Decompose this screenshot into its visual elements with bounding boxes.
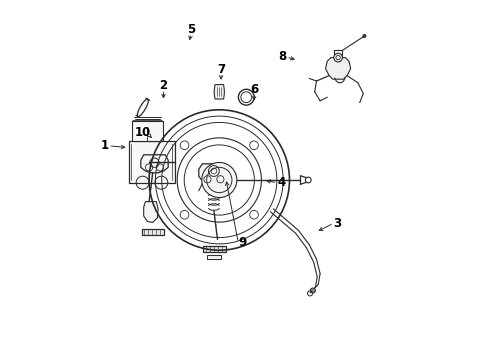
Text: 2: 2: [159, 79, 167, 92]
Circle shape: [333, 53, 342, 62]
Polygon shape: [142, 229, 163, 235]
Polygon shape: [141, 155, 168, 173]
Polygon shape: [325, 58, 350, 79]
Polygon shape: [128, 141, 175, 183]
Polygon shape: [206, 255, 221, 259]
Text: 10: 10: [135, 126, 151, 139]
Text: 8: 8: [278, 50, 286, 63]
Text: 1: 1: [101, 139, 109, 152]
Circle shape: [362, 35, 365, 37]
Polygon shape: [203, 246, 226, 252]
Polygon shape: [143, 202, 158, 222]
Polygon shape: [132, 121, 163, 141]
Text: 9: 9: [238, 237, 246, 249]
Text: 4: 4: [277, 176, 285, 189]
Text: 6: 6: [250, 83, 258, 96]
Circle shape: [310, 288, 315, 293]
Text: 7: 7: [217, 63, 224, 76]
Text: 5: 5: [187, 23, 195, 36]
Polygon shape: [199, 164, 228, 184]
Text: 3: 3: [333, 217, 341, 230]
Polygon shape: [214, 85, 224, 99]
Circle shape: [202, 162, 236, 198]
